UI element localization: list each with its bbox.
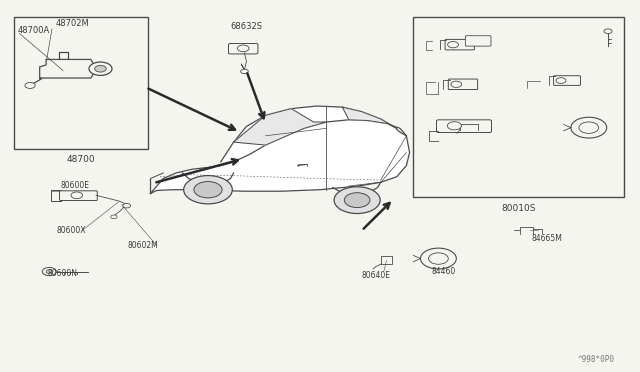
Circle shape bbox=[111, 215, 117, 219]
Text: 84460: 84460 bbox=[432, 267, 456, 276]
Text: 84665M: 84665M bbox=[531, 234, 562, 243]
FancyBboxPatch shape bbox=[465, 36, 491, 46]
Polygon shape bbox=[234, 109, 326, 145]
Text: 68632S: 68632S bbox=[230, 22, 262, 31]
Circle shape bbox=[429, 253, 448, 264]
Circle shape bbox=[447, 42, 458, 48]
FancyBboxPatch shape bbox=[448, 79, 477, 90]
FancyBboxPatch shape bbox=[554, 76, 580, 86]
Circle shape bbox=[184, 176, 232, 204]
Polygon shape bbox=[342, 107, 397, 128]
FancyBboxPatch shape bbox=[228, 44, 258, 54]
Polygon shape bbox=[40, 60, 94, 78]
Circle shape bbox=[46, 270, 52, 273]
Polygon shape bbox=[221, 106, 406, 162]
Text: 48700A: 48700A bbox=[17, 26, 49, 35]
Circle shape bbox=[237, 45, 249, 52]
Circle shape bbox=[451, 81, 461, 87]
Bar bbox=[413, 17, 624, 197]
Circle shape bbox=[241, 69, 248, 74]
Text: 48700: 48700 bbox=[67, 155, 95, 164]
Text: 80010S: 80010S bbox=[501, 204, 536, 213]
Text: ^998*0P0: ^998*0P0 bbox=[577, 355, 614, 364]
Text: 80600E: 80600E bbox=[61, 182, 90, 190]
Circle shape bbox=[447, 122, 461, 130]
Circle shape bbox=[571, 117, 607, 138]
Circle shape bbox=[604, 29, 612, 33]
Circle shape bbox=[42, 267, 56, 276]
Text: 80640E: 80640E bbox=[362, 271, 390, 280]
Bar bbox=[14, 17, 148, 149]
FancyBboxPatch shape bbox=[436, 120, 492, 132]
Text: 48702M: 48702M bbox=[56, 19, 90, 28]
Circle shape bbox=[420, 248, 456, 269]
Text: 80600N: 80600N bbox=[48, 269, 78, 278]
Circle shape bbox=[194, 182, 222, 198]
Text: 80602M: 80602M bbox=[128, 241, 159, 250]
FancyBboxPatch shape bbox=[445, 39, 474, 50]
Circle shape bbox=[89, 62, 112, 76]
Polygon shape bbox=[150, 120, 410, 193]
Circle shape bbox=[556, 78, 566, 83]
FancyBboxPatch shape bbox=[60, 191, 97, 201]
Circle shape bbox=[95, 65, 106, 72]
Circle shape bbox=[25, 83, 35, 89]
Circle shape bbox=[579, 122, 598, 134]
Circle shape bbox=[334, 187, 380, 214]
Circle shape bbox=[344, 193, 370, 208]
Circle shape bbox=[71, 192, 83, 199]
Circle shape bbox=[123, 203, 131, 208]
Text: 80600X: 80600X bbox=[56, 226, 86, 235]
